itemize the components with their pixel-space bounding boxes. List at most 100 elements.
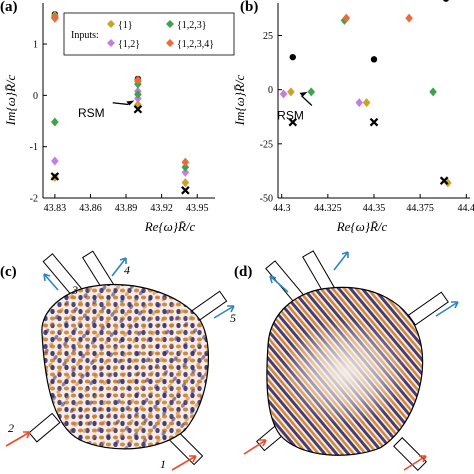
x-tick-label: 44.375 [406, 203, 434, 214]
series-4-point [342, 13, 351, 23]
legend-marker-1 [107, 20, 115, 28]
x-tick-label: 44.35 [363, 203, 386, 214]
lead-2 [28, 412, 61, 443]
panel-c-cavity: (c) 3 4 5 2 1 [0, 250, 236, 471]
series-3-point [134, 89, 142, 99]
panel-c-label: (c) [0, 264, 17, 280]
input-arrow-d-1 [403, 455, 427, 471]
x-tick-label: 43.83 [44, 203, 67, 214]
panel-a-xlabel: Re{ω}R̄/c [144, 219, 196, 234]
panel-b-label: (b) [240, 0, 258, 15]
legend-marker-4 [166, 39, 174, 47]
series-3-point [307, 87, 316, 97]
black-dot-point [370, 56, 378, 63]
rsm-arrow-head [299, 91, 308, 97]
x-tick-label: 43.92 [150, 203, 173, 214]
y-tick-label: -25 [260, 139, 273, 150]
y-tick-label: -1 [30, 142, 38, 153]
panel-c-boundary [41, 283, 209, 450]
series-4-point [51, 13, 59, 23]
panel-a-legend: Inputs: {1} {1,2} {1,2,3} {1,2,3,4} [63, 12, 235, 56]
black-dot-point [443, 0, 449, 2]
legend-box [63, 12, 235, 56]
series-3-point [181, 162, 190, 172]
x-tick-label: 44.325 [314, 203, 342, 214]
port-label-3: 3 [71, 283, 78, 297]
output-arrow-d-5 [435, 301, 459, 317]
series-2-point [355, 98, 364, 108]
panel-a-marks: RSM [50, 10, 190, 195]
series-3-point [429, 87, 437, 97]
series-1-point [181, 178, 190, 188]
panel-d-boundary [266, 286, 424, 456]
x-tick-label: 43.89 [115, 203, 138, 214]
output-arrow-4 [111, 257, 127, 277]
panel-b-x-ticks: 44.3 44.325 44.35 44.375 44.4 [273, 194, 474, 214]
input-arrow-2 [5, 431, 31, 447]
port-label-1: 1 [160, 457, 166, 471]
series-1-point [287, 87, 295, 97]
series-1-point [362, 98, 371, 108]
y-tick-label: 0 [33, 91, 38, 102]
output-arrow-d-4 [333, 251, 349, 271]
black-cross-point [133, 104, 143, 114]
panel-d-field [266, 287, 423, 456]
panel-b-ylabel: Im{ω}R̄/c [232, 74, 247, 126]
panel-a-y-ticks: 1 0 -1 -2 [30, 40, 47, 205]
black-cross-point [50, 172, 60, 181]
panel-d-label: (d) [234, 264, 252, 280]
panel-a-x-ticks: 43.83 43.86 43.89 43.92 43.95 [44, 194, 209, 214]
input-arrow-1 [171, 455, 197, 471]
panel-b-plot: (b) 44.3 44.325 44.35 44.375 44.4 250-25-50 … [232, 0, 474, 234]
output-arrow-3 [43, 273, 59, 291]
panel-c-field [41, 284, 209, 449]
panel-a-ylabel: Im{ω}R̄/c [3, 74, 18, 126]
x-tick-label: 44.4 [458, 203, 474, 214]
legend-title: Inputs: [71, 30, 99, 41]
rsm-arrow-head [126, 100, 135, 106]
rsm-arrow-line [301, 95, 313, 106]
legend-entry-2: {1,2} [118, 39, 140, 50]
black-cross-point [369, 117, 379, 127]
x-tick-label: 43.86 [79, 203, 102, 214]
black-cross-point [181, 186, 190, 195]
legend-marker-2 [107, 39, 115, 47]
series-4-point [405, 13, 413, 23]
output-arrow-5 [213, 305, 235, 319]
panel-a-label: (a) [0, 0, 18, 15]
port-label-5: 5 [230, 311, 236, 325]
x-tick-label: 43.95 [186, 203, 209, 214]
panel-d-cavity: (d) [234, 250, 459, 471]
x-tick-label: 44.3 [273, 203, 291, 214]
panel-d-arrows [243, 251, 459, 471]
lead-d-1 [393, 437, 427, 471]
series-2-point [181, 167, 190, 177]
y-tick-label: -50 [260, 194, 273, 205]
y-tick-label: 25 [263, 31, 273, 42]
panel-b-y-ticks: 25 0 -25 -50 [260, 31, 282, 205]
rsm-label: RSM [78, 106, 105, 120]
legend-marker-3 [166, 20, 174, 28]
series-4-point [134, 75, 142, 85]
input-arrow-d-2 [243, 439, 267, 455]
panel-c-arrows [5, 257, 235, 471]
black-cross-point [439, 176, 449, 185]
series-2-point [51, 156, 59, 166]
port-label-2: 2 [8, 421, 14, 435]
y-tick-label: -2 [30, 194, 38, 205]
y-tick-label: 1 [33, 40, 38, 51]
panel-b-marks: RSM [277, 0, 452, 188]
output-arrow-d-3 [269, 275, 289, 293]
black-cross-point [288, 117, 298, 127]
legend-entry-3: {1,2,3} [177, 20, 207, 31]
legend-entry-4: {1,2,3,4} [177, 39, 214, 50]
y-tick-label: 0 [268, 85, 273, 96]
series-2-point [279, 89, 288, 99]
panel-a-plot: (a) 43.83 43.86 43.89 43.92 43.95 1 0 -1 -2 RSM… [0, 0, 235, 234]
rsm-arrow-line [112, 102, 129, 106]
lead-d-5 [407, 291, 449, 326]
series-3-point [51, 117, 59, 127]
rsm-label: RSM [277, 109, 304, 123]
black-dot-point [289, 53, 296, 61]
